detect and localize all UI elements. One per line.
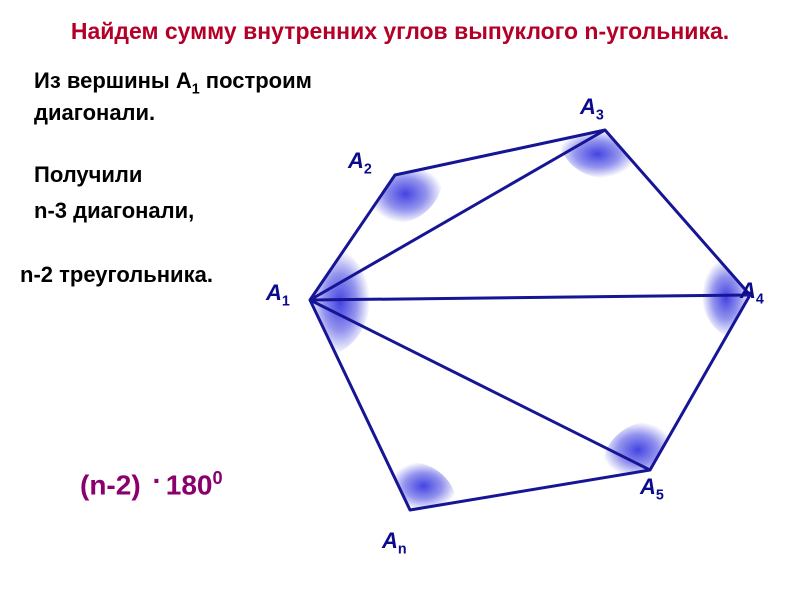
- title-text: Найдем сумму внутренних углов выпуклого …: [71, 18, 729, 44]
- line-4: n-3 диагонали,: [34, 198, 194, 224]
- angle-arcs: [310, 130, 750, 510]
- label-an: Аn: [382, 528, 407, 557]
- label-a1: А1: [266, 280, 290, 309]
- label-a2: А2: [348, 148, 372, 177]
- label-a5: А5: [640, 474, 664, 503]
- title: Найдем сумму внутренних углов выпуклого …: [20, 18, 780, 45]
- label-a3: А3: [580, 94, 604, 123]
- diagram-svg: [250, 70, 800, 590]
- formula: (n-2) ·1800: [80, 468, 223, 501]
- polygon-diagram: [250, 70, 800, 590]
- line-5: n-2 треугольника.: [20, 262, 213, 288]
- label-a4: А4: [740, 278, 764, 307]
- line-3: Получили: [34, 162, 142, 188]
- line-2: диагонали.: [34, 100, 155, 126]
